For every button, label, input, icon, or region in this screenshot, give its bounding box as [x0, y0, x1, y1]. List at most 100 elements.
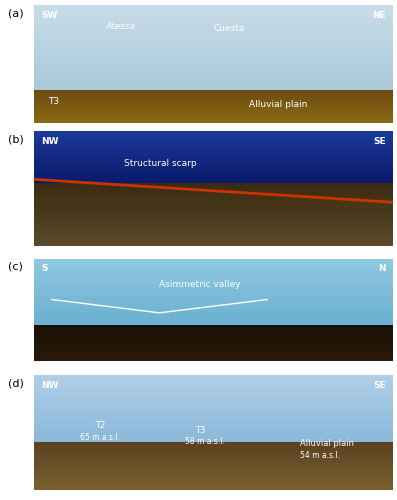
- Bar: [34, 147, 393, 148]
- Bar: [34, 399, 393, 400]
- Bar: [34, 67, 393, 68]
- Bar: [34, 14, 393, 15]
- Bar: [34, 389, 393, 390]
- Bar: [34, 283, 393, 284]
- Bar: [34, 436, 393, 437]
- Text: T3: T3: [48, 97, 59, 106]
- Bar: [34, 264, 393, 265]
- Bar: [34, 321, 393, 322]
- Bar: [34, 290, 393, 291]
- Bar: [34, 385, 393, 386]
- Bar: [34, 71, 393, 72]
- Bar: [34, 271, 393, 272]
- Bar: [34, 279, 393, 280]
- Bar: [34, 161, 393, 162]
- Bar: [34, 439, 393, 440]
- Bar: [34, 49, 393, 50]
- Bar: [34, 375, 393, 376]
- Bar: [34, 239, 393, 240]
- Bar: [34, 423, 393, 424]
- Bar: [34, 222, 393, 223]
- Bar: [34, 401, 393, 402]
- Bar: [34, 210, 393, 211]
- Bar: [34, 424, 393, 425]
- Bar: [34, 135, 393, 136]
- Bar: [34, 224, 393, 225]
- Bar: [34, 300, 393, 301]
- Bar: [34, 21, 393, 22]
- Bar: [34, 154, 393, 155]
- Bar: [34, 418, 393, 419]
- Bar: [34, 317, 393, 318]
- Bar: [34, 16, 393, 17]
- Bar: [34, 428, 393, 429]
- Bar: [34, 378, 393, 379]
- Bar: [34, 199, 393, 200]
- Bar: [34, 214, 393, 215]
- Bar: [34, 402, 393, 403]
- Bar: [34, 132, 393, 133]
- Bar: [34, 316, 393, 317]
- Bar: [34, 178, 393, 179]
- Bar: [34, 432, 393, 433]
- Bar: [34, 419, 393, 420]
- Bar: [34, 52, 393, 53]
- Bar: [34, 259, 393, 260]
- Bar: [34, 293, 393, 294]
- Bar: [34, 180, 393, 181]
- Bar: [34, 83, 393, 84]
- Bar: [34, 396, 393, 397]
- Bar: [34, 318, 393, 319]
- Bar: [34, 220, 393, 222]
- Bar: [34, 285, 393, 286]
- Bar: [34, 88, 393, 89]
- Bar: [34, 30, 393, 31]
- Bar: [34, 406, 393, 407]
- Bar: [34, 189, 393, 190]
- Bar: [34, 187, 393, 188]
- Text: Structural scarp: Structural scarp: [123, 158, 196, 168]
- Bar: [34, 15, 393, 16]
- Bar: [34, 298, 393, 299]
- Bar: [34, 37, 393, 38]
- Bar: [34, 188, 393, 189]
- Bar: [34, 292, 393, 293]
- Bar: [34, 414, 393, 415]
- Bar: [34, 198, 393, 199]
- Bar: [34, 22, 393, 23]
- Bar: [34, 191, 393, 192]
- Bar: [34, 184, 393, 186]
- Bar: [34, 173, 393, 174]
- Bar: [34, 5, 393, 6]
- Bar: [34, 313, 393, 314]
- Bar: [34, 394, 393, 395]
- Bar: [34, 60, 393, 61]
- Bar: [34, 302, 393, 303]
- Bar: [34, 430, 393, 431]
- Bar: [34, 162, 393, 163]
- Bar: [34, 227, 393, 228]
- Bar: [34, 158, 393, 159]
- Bar: [34, 55, 393, 56]
- Text: 65 m a.s.l.: 65 m a.s.l.: [81, 432, 120, 442]
- Bar: [34, 261, 393, 262]
- Text: Cuesta: Cuesta: [214, 24, 245, 33]
- Bar: [34, 296, 393, 297]
- Bar: [34, 32, 393, 33]
- Bar: [34, 268, 393, 269]
- Bar: [34, 140, 393, 141]
- Bar: [34, 212, 393, 213]
- Bar: [34, 426, 393, 427]
- Bar: [34, 299, 393, 300]
- Bar: [34, 202, 393, 203]
- Bar: [34, 138, 393, 139]
- Bar: [34, 152, 393, 154]
- Bar: [34, 381, 393, 382]
- Bar: [34, 438, 393, 439]
- Bar: [34, 144, 393, 145]
- Text: Alluvial plain: Alluvial plain: [300, 440, 354, 448]
- Bar: [34, 291, 393, 292]
- Bar: [34, 398, 393, 399]
- Bar: [34, 405, 393, 406]
- Text: (a): (a): [8, 8, 23, 18]
